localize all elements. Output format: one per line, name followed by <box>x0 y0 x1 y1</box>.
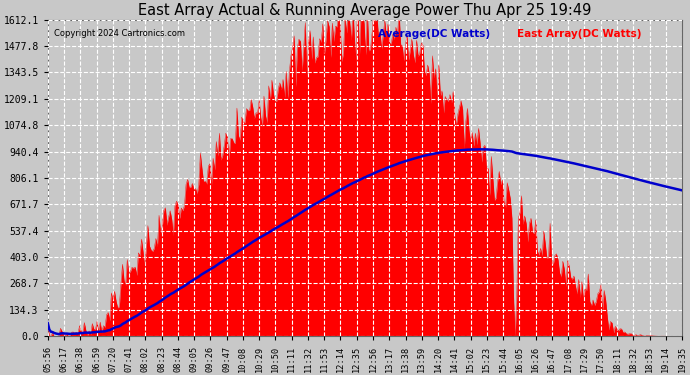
Text: Average(DC Watts): Average(DC Watts) <box>377 29 490 39</box>
Text: Copyright 2024 Cartronics.com: Copyright 2024 Cartronics.com <box>54 29 185 38</box>
Text: East Array(DC Watts): East Array(DC Watts) <box>517 29 642 39</box>
Title: East Array Actual & Running Average Power Thu Apr 25 19:49: East Array Actual & Running Average Powe… <box>138 3 591 18</box>
